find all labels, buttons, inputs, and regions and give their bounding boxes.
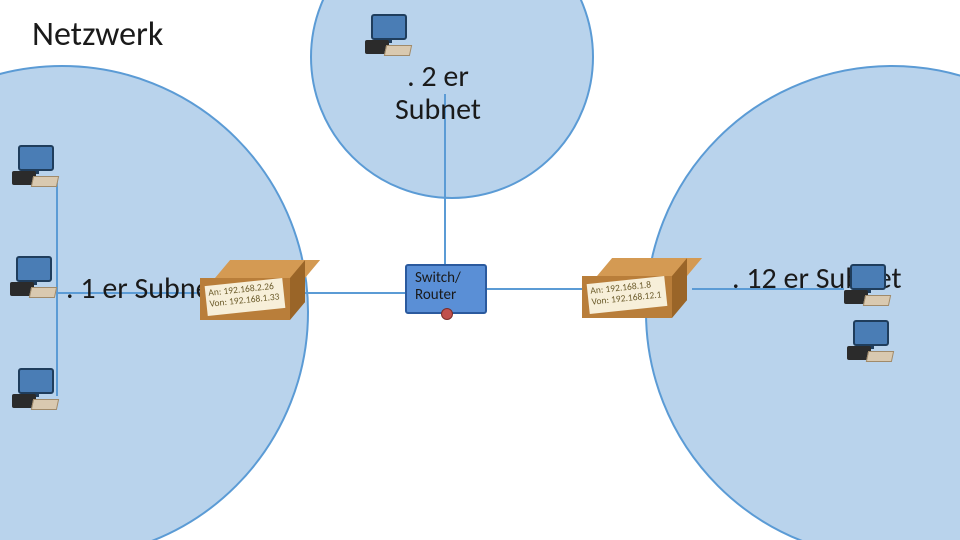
computer-icon xyxy=(844,264,888,306)
page-title: Netzwerk xyxy=(32,14,163,55)
computer-icon xyxy=(847,320,891,362)
computer-icon xyxy=(10,256,54,298)
packet-box: An: 192.168.2.26Von: 192.168.1.33 xyxy=(200,260,310,330)
switch-router-label: Switch/Router xyxy=(415,270,461,303)
connection-line xyxy=(484,288,586,290)
subnet-label-left: . 1 er Subnet xyxy=(66,272,220,305)
switch-router: Switch/Router xyxy=(405,264,487,314)
computer-icon xyxy=(365,14,409,56)
computer-icon xyxy=(12,145,56,187)
router-port-indicator xyxy=(441,308,453,320)
packet-box: An: 192.168.1.8Von: 192.168.12.1 xyxy=(582,258,692,328)
computer-icon xyxy=(12,368,56,410)
subnet-label-top: . 2 erSubnet xyxy=(395,60,481,126)
subnet-circle-right xyxy=(645,65,960,540)
